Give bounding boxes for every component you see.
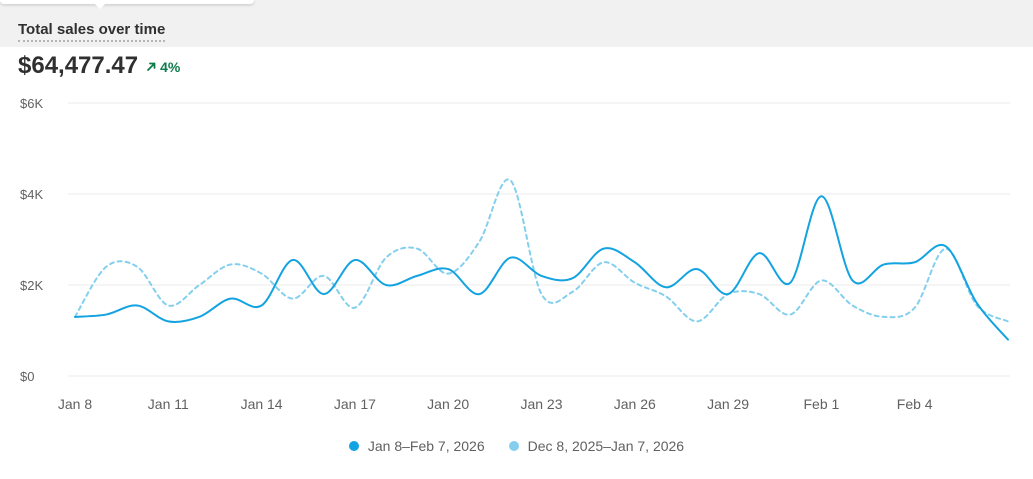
- x-axis-ticks: Jan 8 Jan 11 Jan 14 Jan 17 Jan 20 Jan 23 Jan 2…: [58, 396, 933, 412]
- tooltip-edge: [0, 0, 254, 4]
- change-percent: 4%: [160, 58, 181, 75]
- series-line-previous[interactable]: [74, 178, 1009, 323]
- sales-line-chart[interactable]: $0 $2K $4K $6K Jan 8 Jan 11 Jan 14 Jan 17 Jan 2…: [0, 88, 1033, 418]
- metric-row: $64,477.47 4%: [18, 51, 180, 81]
- legend-label-previous: Dec 8, 2025–Jan 7, 2026: [527, 438, 685, 454]
- change-badge: 4%: [146, 59, 180, 75]
- total-sales-value: $64,477.47: [18, 52, 139, 79]
- legend-item-previous[interactable]: Dec 8, 2025–Jan 7, 2026: [508, 438, 685, 454]
- x-tick-label: Jan 26: [614, 396, 656, 412]
- x-tick-label: Jan 20: [427, 396, 469, 412]
- series-lines: [74, 178, 1009, 341]
- x-tick-label: Jan 23: [520, 396, 562, 412]
- series-line-current[interactable]: [74, 195, 1009, 341]
- y-tick-label: $0: [20, 369, 34, 384]
- tooltip-pointer: [94, 3, 106, 9]
- x-tick-label: Jan 29: [707, 396, 749, 412]
- legend-item-current[interactable]: Jan 8–Feb 7, 2026: [348, 438, 485, 454]
- x-tick-label: Jan 11: [148, 396, 189, 412]
- y-axis-ticks: $0 $2K $4K $6K: [20, 96, 43, 384]
- x-tick-label: Jan 8: [58, 396, 92, 412]
- y-tick-label: $4K: [20, 187, 43, 202]
- card-header-band: [0, 0, 1033, 47]
- arrow-up-right-icon: [147, 62, 156, 71]
- x-tick-label: Jan 17: [334, 396, 376, 412]
- x-tick-label: Jan 14: [241, 396, 283, 412]
- chart-legend: Jan 8–Feb 7, 2026 Dec 8, 2025–Jan 7, 202…: [0, 438, 1033, 454]
- y-tick-label: $2K: [20, 278, 43, 293]
- grid-lines: [68, 102, 1010, 377]
- y-tick-label: $6K: [20, 96, 43, 111]
- legend-label-current: Jan 8–Feb 7, 2026: [367, 438, 485, 454]
- x-tick-label: Feb 1: [803, 396, 839, 412]
- legend-dot-previous: [508, 441, 519, 451]
- legend-dot-current: [348, 441, 359, 451]
- x-tick-label: Feb 4: [897, 396, 933, 412]
- chart-title[interactable]: Total sales over time: [18, 21, 166, 42]
